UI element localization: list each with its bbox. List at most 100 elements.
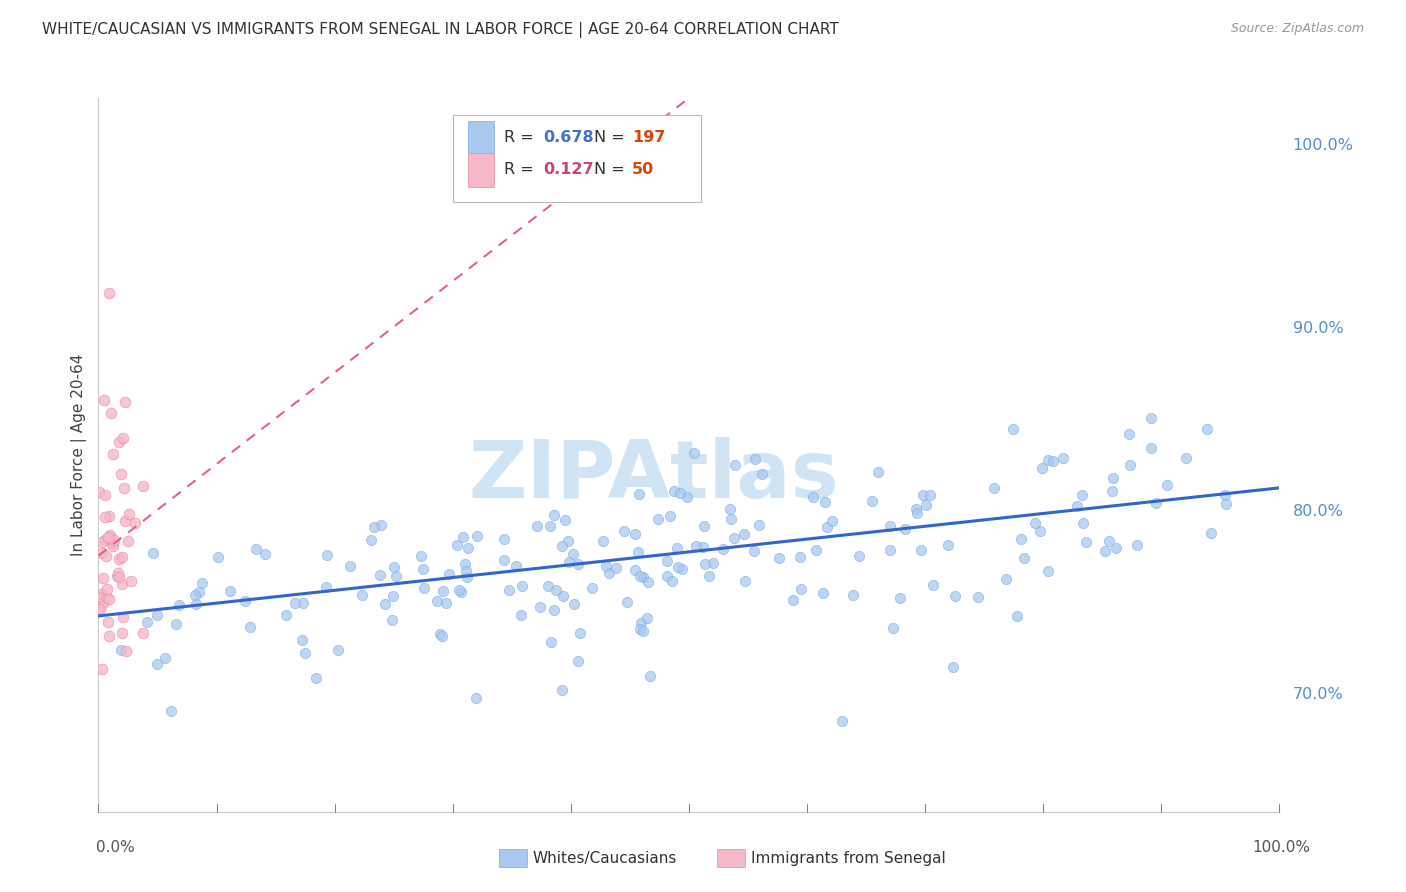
Point: [91, 596, 114, 610]
Point: [664, 483, 686, 498]
Point: [132, 625, 155, 640]
Point: [93, 510, 115, 524]
Point: [381, 589, 404, 603]
FancyBboxPatch shape: [453, 114, 700, 202]
Point: [381, 613, 404, 627]
Point: [363, 520, 385, 534]
Point: [108, 435, 131, 450]
Point: [1066, 500, 1088, 514]
Point: [553, 589, 575, 603]
Point: [112, 481, 135, 495]
Point: [91, 546, 114, 560]
Point: [426, 594, 449, 608]
Point: [146, 608, 169, 623]
Point: [693, 557, 716, 571]
Point: [789, 549, 811, 564]
Point: [623, 563, 645, 577]
Point: [636, 611, 658, 625]
Point: [983, 481, 1005, 495]
Point: [239, 619, 262, 633]
Point: [120, 574, 142, 589]
Point: [96, 582, 118, 597]
Point: [112, 610, 135, 624]
Point: [111, 432, 134, 446]
Point: [910, 542, 932, 557]
Point: [108, 569, 131, 583]
Point: [1101, 484, 1123, 499]
Point: [879, 542, 901, 557]
Point: [454, 558, 477, 572]
Point: [291, 633, 314, 648]
Point: [1042, 453, 1064, 467]
Point: [315, 580, 337, 594]
FancyBboxPatch shape: [468, 121, 494, 155]
Point: [967, 590, 990, 604]
Point: [360, 533, 382, 548]
Point: [605, 561, 627, 575]
Point: [142, 546, 165, 560]
Point: [97, 615, 120, 630]
Point: [1052, 450, 1074, 465]
Text: N =: N =: [595, 162, 630, 177]
Point: [1002, 422, 1025, 436]
Point: [569, 626, 592, 640]
Point: [108, 552, 131, 566]
Point: [114, 394, 136, 409]
Point: [1144, 496, 1167, 510]
Point: [90, 662, 112, 676]
Point: [1175, 450, 1198, 465]
Text: 0.678: 0.678: [544, 130, 595, 145]
Point: [1140, 411, 1163, 425]
Point: [911, 488, 934, 502]
Point: [132, 479, 155, 493]
Point: [748, 518, 770, 533]
Point: [1012, 550, 1035, 565]
Point: [167, 598, 190, 612]
Point: [328, 643, 350, 657]
Point: [429, 627, 451, 641]
Point: [1119, 458, 1142, 472]
Point: [451, 530, 474, 544]
Point: [89, 590, 111, 604]
Point: [509, 607, 531, 622]
Point: [1156, 478, 1178, 492]
Point: [124, 516, 146, 530]
Point: [692, 519, 714, 533]
Point: [434, 596, 457, 610]
Point: [465, 691, 488, 706]
Point: [537, 579, 560, 593]
Point: [207, 549, 229, 564]
Point: [165, 617, 187, 632]
Text: 50: 50: [633, 162, 655, 177]
Point: [494, 553, 516, 567]
Point: [848, 549, 870, 563]
Point: [529, 599, 551, 614]
Point: [465, 529, 488, 543]
Text: Immigrants from Senegal: Immigrants from Senegal: [751, 851, 946, 865]
Point: [734, 574, 756, 588]
Point: [187, 584, 209, 599]
Point: [1094, 544, 1116, 558]
Point: [413, 581, 436, 595]
Point: [598, 566, 620, 580]
Point: [592, 533, 614, 548]
Point: [1010, 533, 1032, 547]
Point: [567, 557, 589, 571]
Point: [942, 660, 965, 674]
Point: [1098, 533, 1121, 548]
Text: 100.0%: 100.0%: [1253, 840, 1310, 855]
Point: [658, 508, 681, 523]
Point: [91, 571, 114, 585]
Point: [87, 602, 110, 616]
Point: [685, 539, 707, 553]
Point: [457, 541, 479, 556]
Point: [111, 625, 134, 640]
Point: [744, 451, 766, 466]
Point: [449, 583, 471, 598]
Point: [153, 650, 176, 665]
Text: Source: ZipAtlas.com: Source: ZipAtlas.com: [1230, 22, 1364, 36]
Point: [316, 548, 339, 562]
Point: [456, 570, 478, 584]
Point: [557, 533, 579, 548]
Point: [107, 566, 129, 581]
